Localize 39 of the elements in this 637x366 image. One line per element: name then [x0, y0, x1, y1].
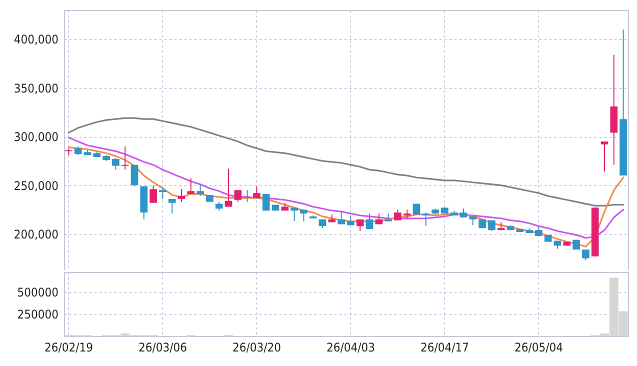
line-series — [68, 136, 624, 239]
line-series — [68, 117, 624, 207]
y-tick-label: 400,000 — [14, 32, 59, 47]
candlestick — [422, 212, 430, 227]
candlestick — [244, 190, 251, 202]
x-tick-label: 26/05/04 — [514, 340, 564, 354]
x-tick-label: 26/04/03 — [326, 340, 375, 354]
x-tick-label: 26/02/19 — [44, 340, 94, 354]
y-tick-label: 350,000 — [14, 81, 59, 96]
candlestick — [224, 168, 232, 208]
y-tick-label: 300,000 — [14, 130, 59, 144]
line-series — [68, 146, 624, 248]
candlestick — [600, 140, 608, 172]
y-tick-label: 200,000 — [14, 227, 59, 242]
y-tick-label: 250000 — [17, 307, 59, 322]
y-tick-label: 250,000 — [14, 178, 59, 193]
candlestick — [253, 186, 260, 198]
x-tick-label: 26/04/17 — [420, 340, 469, 354]
candlestick — [262, 194, 270, 212]
candlestick — [130, 164, 138, 187]
candlestick — [121, 146, 129, 170]
candlestick — [394, 209, 402, 221]
candlestick — [290, 207, 298, 222]
candlestick — [196, 184, 204, 196]
candlestick — [112, 158, 120, 170]
candlestick — [178, 188, 186, 202]
candlestick — [338, 211, 345, 225]
candlestick — [300, 209, 308, 222]
candlestick — [403, 209, 411, 220]
x-tick-label: 26/03/06 — [138, 340, 188, 354]
y-tick-label: 500000 — [17, 285, 59, 300]
candlestick — [187, 178, 195, 195]
candlestick — [366, 213, 374, 230]
candlestick — [150, 184, 157, 204]
candlestick — [168, 198, 176, 214]
candlestick — [234, 190, 242, 202]
candlestick — [159, 188, 166, 200]
x-tick-label: 26/03/20 — [232, 340, 282, 354]
candlestick — [582, 249, 590, 261]
